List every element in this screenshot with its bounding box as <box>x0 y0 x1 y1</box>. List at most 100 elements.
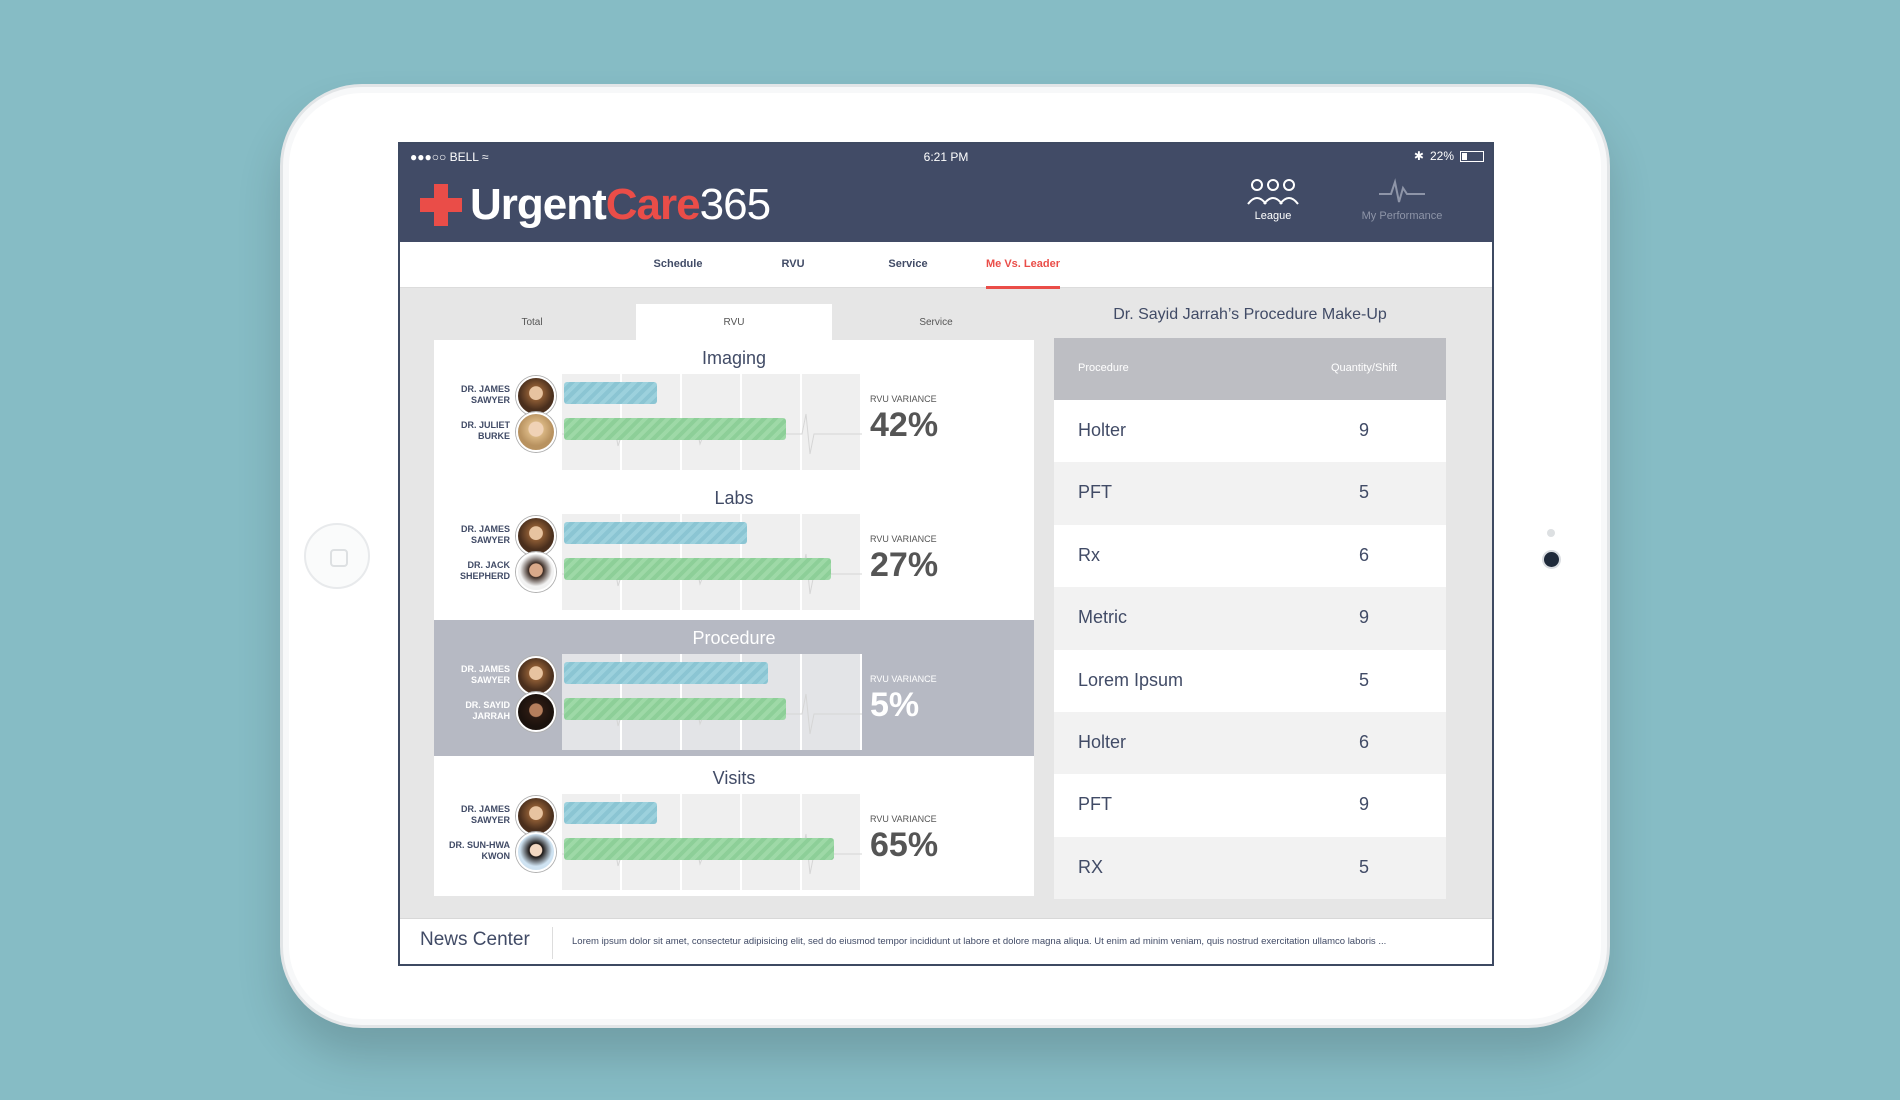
doctor-name-leader: DR. SAYID JARRAH <box>465 700 510 721</box>
heartbeat-icon <box>1347 176 1457 210</box>
app-logo[interactable]: UrgentCare365 <box>420 180 771 230</box>
doctor-name-leader: DR. JACK SHEPHERD <box>459 560 510 581</box>
tab-me-vs-leader[interactable]: Me Vs. Leader <box>968 258 1078 289</box>
avatar[interactable] <box>516 796 556 836</box>
variance-label: RVU VARIANCE <box>870 394 937 404</box>
comparison-section-labs[interactable]: Labs DR. JAMES SAWYER DR. JACK SHEPHERD RVU V… <box>434 480 1034 616</box>
section-title: Labs <box>714 488 754 508</box>
nav-league[interactable]: League <box>1218 176 1328 222</box>
status-right: ✱ 22% <box>1414 149 1484 163</box>
doctor-name-leader: DR. SUN-HWA KWON <box>449 840 510 861</box>
table-body: Holter 9 PFT 5 Rx 6 Metric 9 Lorem Ipsum 5 Holter 6… <box>1054 400 1446 900</box>
table-row[interactable]: PFT 9 <box>1054 774 1446 837</box>
logo-text: UrgentCare365 <box>470 180 771 229</box>
procedure-table: Procedure Quantity/Shift Holter 9 PFT 5 Rx 6 M… <box>1054 338 1446 900</box>
procedure-quantity: 9 <box>1358 420 1369 440</box>
subtab-service[interactable]: Service <box>919 317 953 328</box>
procedure-name: PFT <box>1078 794 1112 815</box>
section-title: Imaging <box>701 348 767 368</box>
table-row[interactable]: Holter 6 <box>1054 711 1446 775</box>
procedure-quantity: 9 <box>1358 607 1369 628</box>
procedure-quantity: 5 <box>1358 669 1369 690</box>
section-title: Procedure <box>692 628 776 648</box>
rvu-bar-me <box>564 522 747 544</box>
procedure-makeup-title: Dr. Sayid Jarrah’s Procedure Make-Up <box>1113 306 1387 323</box>
home-button[interactable] <box>304 523 370 589</box>
subtab-total[interactable]: Total <box>521 317 543 328</box>
procedure-quantity: 6 <box>1358 544 1369 565</box>
carrier: ●●●○○ BELL <box>410 150 479 164</box>
variance-label: RVU VARIANCE <box>870 534 937 544</box>
status-bar: ●●●○○ BELL ≈ 6:21 PM ✱ 22% <box>400 144 1492 168</box>
doctors-group-icon <box>1218 176 1328 210</box>
procedure-name: Holter <box>1078 731 1127 752</box>
table-row[interactable]: Metric 9 <box>1054 587 1446 650</box>
table-row[interactable]: PFT 5 <box>1054 462 1446 525</box>
col-quantity-header: Quantity/Shift <box>1330 362 1398 374</box>
wifi-icon: ≈ <box>481 150 489 164</box>
col-procedure-header: Procedure <box>1078 362 1129 374</box>
avatar[interactable] <box>516 376 556 416</box>
variance-value: 5% <box>870 686 920 724</box>
table-row[interactable]: RX 5 <box>1054 836 1446 900</box>
doctor-name-me: DR. JAMES SAWYER <box>460 524 510 545</box>
nav-my-performance-label: My Performance <box>1361 210 1443 222</box>
news-title[interactable]: News Center <box>420 929 530 950</box>
variance-label: RVU VARIANCE <box>870 814 937 824</box>
comparison-section-procedure[interactable]: Procedure DR. JAMES SAWYER DR. SAYID JARRAH R… <box>434 620 1034 756</box>
table-row[interactable]: Rx 6 <box>1054 524 1446 588</box>
table-header: Procedure Quantity/Shift <box>1054 338 1446 400</box>
sensor-dot <box>1547 529 1555 537</box>
doctor-name-me: DR. JAMES SAWYER <box>460 664 510 685</box>
avatar[interactable] <box>516 412 556 452</box>
tab-rvu[interactable]: RVU <box>781 258 805 270</box>
rvu-bar-leader <box>564 698 786 720</box>
table-row[interactable]: Holter 9 <box>1054 400 1446 463</box>
avatar[interactable] <box>516 832 556 872</box>
procedure-name: RX <box>1078 856 1104 877</box>
app-header: UrgentCare365 League My Performa <box>400 168 1492 242</box>
tab-service[interactable]: Service <box>888 258 928 270</box>
procedure-quantity: 5 <box>1358 482 1369 503</box>
news-ticker[interactable]: Lorem ipsum dolor sit amet, consectetur … <box>572 936 1387 947</box>
rvu-bar-me <box>564 802 657 824</box>
home-square-icon <box>330 549 348 567</box>
rvu-bar-leader <box>564 418 786 440</box>
sub-tabs: Total RVU Service <box>434 304 1034 340</box>
avatar[interactable] <box>516 656 556 696</box>
avatar[interactable] <box>516 516 556 556</box>
doctor-name-me: DR. JAMES SAWYER <box>460 384 510 405</box>
procedure-name: PFT <box>1078 482 1112 503</box>
subtab-rvu[interactable]: RVU <box>636 304 832 340</box>
table-row[interactable]: Lorem Ipsum 5 <box>1054 649 1446 712</box>
camera-icon <box>1544 552 1559 567</box>
procedure-quantity: 6 <box>1358 731 1369 752</box>
app-screen: ●●●○○ BELL ≈ 6:21 PM ✱ 22% UrgentCare365 <box>398 142 1494 966</box>
variance-value: 42% <box>870 406 939 444</box>
doctor-name-me: DR. JAMES SAWYER <box>460 804 510 825</box>
rvu-bar-leader <box>564 838 834 860</box>
procedure-name: Holter <box>1078 420 1127 440</box>
doctor-name-leader: DR. JULIET BURKE <box>460 420 510 441</box>
news-divider <box>552 927 553 959</box>
comparison-section-visits[interactable]: Visits DR. JAMES SAWYER DR. SUN-HWA KWON RVU … <box>434 760 1034 896</box>
variance-label: RVU VARIANCE <box>870 674 937 684</box>
variance-value: 65% <box>870 826 939 864</box>
variance-value: 27% <box>870 546 939 584</box>
nav-league-label: League <box>1254 210 1292 222</box>
avatar[interactable] <box>516 692 556 732</box>
nav-my-performance[interactable]: My Performance <box>1347 176 1457 222</box>
comparison-panel: Imaging DR. JAMES SAWYER DR. JULIET BURKE RVU… <box>434 340 1034 896</box>
news-center: News Center Lorem ipsum dolor sit amet, … <box>400 918 1492 964</box>
rvu-bar-leader <box>564 558 831 580</box>
comparison-section-imaging[interactable]: Imaging DR. JAMES SAWYER DR. JULIET BURKE RVU… <box>434 340 1034 476</box>
tab-schedule[interactable]: Schedule <box>653 258 703 270</box>
procedure-name: Rx <box>1078 544 1100 565</box>
section-title: Visits <box>712 768 756 788</box>
procedure-quantity: 9 <box>1358 794 1369 815</box>
procedure-name: Lorem Ipsum <box>1078 669 1184 690</box>
battery-percent: 22% <box>1429 149 1454 163</box>
main-tabs: Schedule RVU Service Me Vs. Leader <box>400 242 1492 289</box>
avatar[interactable] <box>516 552 556 592</box>
procedure-quantity: 5 <box>1358 856 1369 877</box>
